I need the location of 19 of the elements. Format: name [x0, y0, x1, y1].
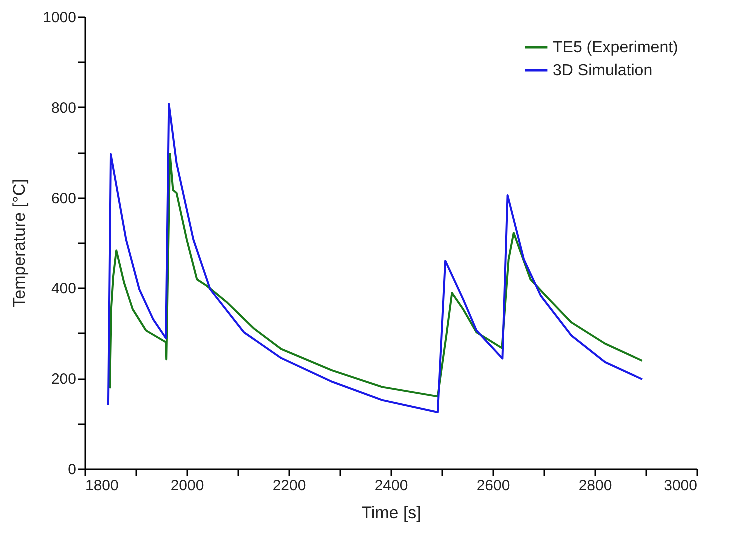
- y-tick-label: 1000: [43, 10, 76, 26]
- line-series: [107, 103, 644, 414]
- x-axis-title: Time [s]: [362, 504, 422, 522]
- x-tick-label: 1800: [86, 478, 119, 494]
- x-tick-label: 2400: [374, 478, 408, 494]
- x-tick-label: 2200: [272, 478, 306, 494]
- x-tick-label: 2800: [578, 478, 612, 494]
- y-axis-title: Temperature [°C]: [10, 179, 30, 308]
- x-tick-label: 2000: [170, 478, 204, 494]
- y-tick-label: 0: [68, 462, 76, 478]
- y-tick-label: 600: [51, 190, 76, 208]
- y-tick-label: 800: [51, 100, 76, 117]
- y-tick-label: 200: [51, 371, 76, 388]
- x-tick-label: 3000: [664, 478, 698, 494]
- x-tick-label: 2600: [476, 478, 510, 494]
- legend-label: 3D Simulation: [553, 62, 653, 80]
- y-tick-label: 400: [51, 280, 76, 298]
- legend-label: TE5 (Experiment): [553, 40, 678, 56]
- line-series: [108, 152, 644, 398]
